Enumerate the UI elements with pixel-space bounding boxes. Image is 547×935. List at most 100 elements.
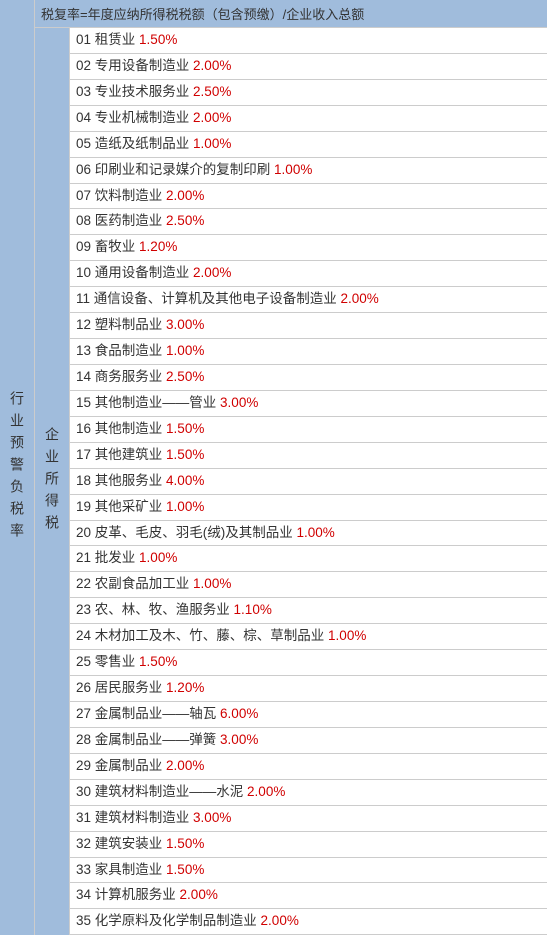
table-row: 28 金属制品业——弹簧 3.00% <box>70 728 547 754</box>
row-name: 畜牧业 <box>95 239 139 254</box>
row-rate: 1.00% <box>193 136 231 151</box>
table-row: 31 建筑材料制造业 3.00% <box>70 806 547 832</box>
row-name: 其他制造业 <box>95 421 166 436</box>
row-num: 14 <box>76 369 95 384</box>
formula-header: 税复率=年度应纳所得税税额（包含预缴）/企业收入总额 <box>35 0 547 28</box>
row-name: 批发业 <box>95 550 139 565</box>
row-num: 33 <box>76 862 95 877</box>
row-name: 饮料制造业 <box>95 188 166 203</box>
row-num: 16 <box>76 421 95 436</box>
row-name: 计算机服务业 <box>95 887 180 902</box>
row-rate: 1.00% <box>166 499 204 514</box>
row-name: 租赁业 <box>95 32 139 47</box>
row-num: 27 <box>76 706 95 721</box>
row-name: 建筑安装业 <box>95 836 166 851</box>
table-row: 22 农副食品加工业 1.00% <box>70 572 547 598</box>
table-row: 35 化学原料及化学制品制造业 2.00% <box>70 909 547 935</box>
row-rate: 3.00% <box>220 395 258 410</box>
row-rate: 1.00% <box>166 343 204 358</box>
row-rate: 2.00% <box>247 784 285 799</box>
row-rate: 2.00% <box>193 110 231 125</box>
row-num: 05 <box>76 136 95 151</box>
row-rate: 3.00% <box>166 317 204 332</box>
row-rate: 4.00% <box>166 473 204 488</box>
table-row: 12 塑料制品业 3.00% <box>70 313 547 339</box>
table-row: 04 专业机械制造业 2.00% <box>70 106 547 132</box>
row-name: 商务服务业 <box>95 369 166 384</box>
row-name: 化学原料及化学制品制造业 <box>95 913 261 928</box>
row-rate: 1.00% <box>328 628 366 643</box>
row-rate: 1.50% <box>139 654 177 669</box>
row-num: 24 <box>76 628 95 643</box>
table-row: 29 金属制品业 2.00% <box>70 754 547 780</box>
row-num: 07 <box>76 188 95 203</box>
table-row: 19 其他采矿业 1.00% <box>70 495 547 521</box>
row-name: 印刷业和记录媒介的复制印刷 <box>95 162 274 177</box>
table-row: 14 商务服务业 2.50% <box>70 365 547 391</box>
row-rate: 1.20% <box>166 680 204 695</box>
row-rate: 2.00% <box>180 887 218 902</box>
table-row: 10 通用设备制造业 2.00% <box>70 261 547 287</box>
row-name: 金属制品业——轴瓦 <box>95 706 220 721</box>
row-num: 21 <box>76 550 95 565</box>
row-num: 20 <box>76 525 95 540</box>
rows-container: 01 租赁业 1.50%02 专用设备制造业 2.00% 03 专业技术服务业 2… <box>70 28 547 935</box>
row-rate: 2.00% <box>166 758 204 773</box>
row-name: 农、林、牧、渔服务业 <box>95 602 234 617</box>
row-rate: 1.50% <box>166 447 204 462</box>
row-num: 29 <box>76 758 95 773</box>
row-name: 通信设备、计算机及其他电子设备制造业 <box>94 291 341 306</box>
row-name: 家具制造业 <box>95 862 166 877</box>
table-row: 02 专用设备制造业 2.00% <box>70 54 547 80</box>
row-rate: 1.00% <box>139 550 177 565</box>
table-row: 32 建筑安装业 1.50% <box>70 832 547 858</box>
row-rate: 2.00% <box>341 291 379 306</box>
table-row: 21 批发业 1.00% <box>70 546 547 572</box>
row-num: 17 <box>76 447 95 462</box>
row-rate: 2.00% <box>193 58 231 73</box>
row-rate: 2.00% <box>193 265 231 280</box>
table-row: 26 居民服务业 1.20% <box>70 676 547 702</box>
row-rate: 2.50% <box>166 213 204 228</box>
table-row: 20 皮革、毛皮、羽毛(绒)及其制品业 1.00% <box>70 521 547 547</box>
row-num: 08 <box>76 213 95 228</box>
row-name: 食品制造业 <box>95 343 166 358</box>
row-num: 19 <box>76 499 95 514</box>
row-name: 专业技术服务业 <box>95 84 193 99</box>
row-rate: 1.10% <box>234 602 272 617</box>
row-rate: 6.00% <box>220 706 258 721</box>
row-rate: 2.00% <box>261 913 299 928</box>
row-num: 25 <box>76 654 95 669</box>
row-name: 造纸及纸制品业 <box>95 136 193 151</box>
table-row: 06 印刷业和记录媒介的复制印刷 1.00% <box>70 158 547 184</box>
row-num: 32 <box>76 836 95 851</box>
table-row: 23 农、林、牧、渔服务业 1.10% <box>70 598 547 624</box>
row-name: 专用设备制造业 <box>95 58 193 73</box>
table-row: 30 建筑材料制造业——水泥 2.00% <box>70 780 547 806</box>
row-name: 建筑材料制造业——水泥 <box>95 784 247 799</box>
row-name: 金属制品业 <box>95 758 166 773</box>
row-name: 其他制造业——管业 <box>95 395 220 410</box>
row-name: 其他采矿业 <box>95 499 166 514</box>
row-rate: 1.20% <box>139 239 177 254</box>
row-name: 塑料制品业 <box>95 317 166 332</box>
row-num: 35 <box>76 913 95 928</box>
table-row: 13 食品制造业 1.00% <box>70 339 547 365</box>
table-row: 11 通信设备、计算机及其他电子设备制造业 2.00% <box>70 287 547 313</box>
table-row: 24 木材加工及木、竹、藤、棕、草制品业 1.00% <box>70 624 547 650</box>
row-rate: 1.50% <box>166 836 204 851</box>
row-num: 23 <box>76 602 95 617</box>
row-name: 皮革、毛皮、羽毛(绒)及其制品业 <box>95 525 297 540</box>
row-name: 农副食品加工业 <box>95 576 193 591</box>
row-name: 医药制造业 <box>95 213 166 228</box>
row-num: 13 <box>76 343 95 358</box>
table-row: 01 租赁业 1.50% <box>70 28 547 54</box>
row-num: 18 <box>76 473 95 488</box>
row-num: 11 <box>76 291 94 306</box>
row-num: 06 <box>76 162 95 177</box>
row-rate: 2.00% <box>166 188 204 203</box>
table-row: 25 零售业 1.50% <box>70 650 547 676</box>
row-rate: 2.50% <box>166 369 204 384</box>
row-num: 03 <box>76 84 95 99</box>
row-num: 30 <box>76 784 95 799</box>
